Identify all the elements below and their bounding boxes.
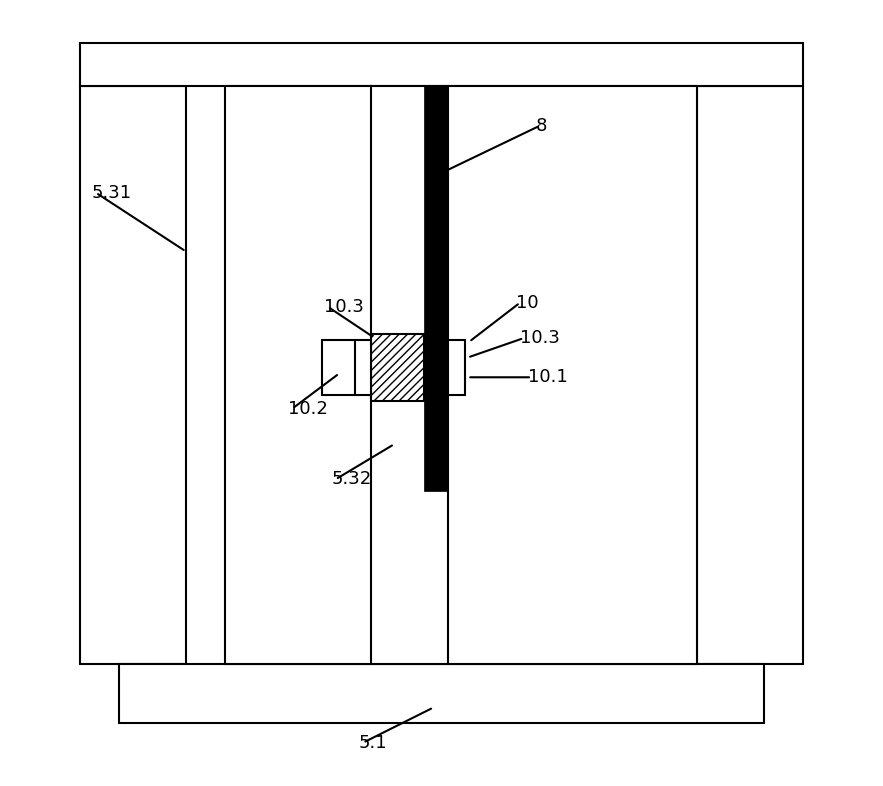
Bar	[119, 664, 764, 723]
Text: 10.3: 10.3	[323, 298, 364, 315]
Text: 10: 10	[517, 294, 539, 311]
Bar	[225, 86, 697, 664]
Bar	[448, 340, 465, 395]
Text: 10.3: 10.3	[520, 329, 560, 347]
Bar	[80, 43, 803, 86]
Text: 5.1: 5.1	[359, 734, 388, 751]
Text: 8: 8	[536, 117, 547, 134]
Bar	[697, 86, 803, 664]
Text: 10.1: 10.1	[528, 369, 568, 386]
Bar	[80, 86, 186, 664]
Bar	[322, 340, 371, 395]
Text: 5.32: 5.32	[331, 471, 372, 488]
Text: 10.2: 10.2	[288, 400, 328, 417]
Bar	[371, 334, 424, 401]
Text: 5.31: 5.31	[92, 184, 132, 201]
Bar	[424, 86, 448, 491]
